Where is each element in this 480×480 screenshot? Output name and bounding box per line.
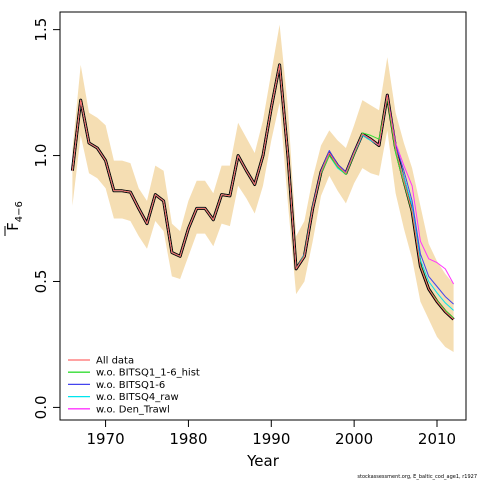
series-line-0: [71, 64, 454, 320]
x-tick-label: 2010: [418, 430, 456, 448]
y-tick-label: 1.5: [32, 18, 50, 42]
legend-label: w.o. Den_Trawl: [96, 404, 170, 415]
y-tick-label: 0.0: [32, 395, 50, 419]
y-axis: 0.0 0.5 1.0 1.5: [32, 18, 60, 419]
y-axis-title: F4−6: [4, 201, 25, 236]
x-tick-label: 1970: [86, 430, 124, 448]
legend-label: w.o. BITSQ4_raw: [96, 392, 179, 403]
x-tick-label: 2000: [335, 430, 373, 448]
credit-text: stockassessment.org, E_baltic_cod_age1, …: [357, 474, 477, 480]
confidence-band-layer: [72, 24, 454, 352]
plot-frame: [59, 11, 467, 421]
y-tick-label: 0.5: [32, 270, 50, 294]
x-tick-label: 1980: [169, 430, 207, 448]
legend-label: w.o. BITSQ1_1-6_hist: [96, 368, 200, 379]
y-tick-label: 1.0: [32, 144, 50, 168]
confidence-band: [72, 24, 454, 352]
x-axis: 1970 1980 1990 2000 2010: [86, 420, 456, 448]
legend-label: w.o. BITSQ1-6: [96, 380, 165, 391]
x-axis-title: Year: [246, 452, 280, 470]
legend-label: All data: [96, 356, 134, 367]
x-tick-label: 1990: [252, 430, 290, 448]
y-axis-title-subscript: 4−6: [14, 201, 25, 222]
y-axis-title-main: F: [4, 222, 22, 231]
series-layer: [70, 63, 455, 321]
y-axis-title-text: F4−6: [4, 201, 25, 231]
